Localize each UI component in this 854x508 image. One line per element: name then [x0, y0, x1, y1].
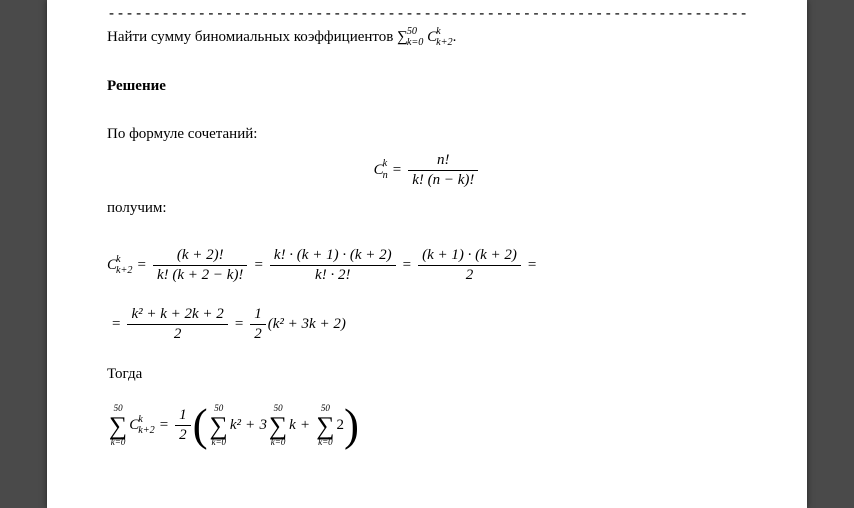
sigma-icon: 50 ∑ k=0 [269, 404, 287, 448]
get-line: получим: [107, 197, 747, 220]
task-line: Найти сумму биномиальных коэффициентов ∑… [107, 26, 747, 49]
then-line: Тогда [107, 363, 747, 386]
task-text: Найти сумму биномиальных коэффициентов [107, 29, 397, 45]
expansion-row1: Ckk+2 = (k + 2)! k! (k + 2 − k)! = k! · … [107, 247, 747, 284]
divider-line: ----------------------------------------… [107, 4, 747, 22]
document-page: ----------------------------------------… [47, 0, 807, 508]
task-math: ∑50k=0 Ckk+2 [397, 29, 452, 45]
sigma-icon: 50 ∑ k=0 [210, 404, 228, 448]
sigma-icon: 50 ∑ k=0 [316, 404, 334, 448]
task-suffix: . [453, 29, 457, 45]
final-sum-row: 50 ∑ k=0 Ckk+2 = 1 2 ( 50 ∑ k=0 k² + [107, 404, 747, 448]
expansion-row2: = k² + k + 2k + 2 2 = 1 2 (k² + 3k + 2) [107, 306, 747, 343]
sigma-icon: 50 ∑ k=0 [109, 404, 127, 448]
formula-intro: По формуле сочетаний: [107, 123, 747, 146]
combination-formula: Ckn = n! k! (n − k)! [107, 152, 747, 189]
solution-heading: Решение [107, 75, 747, 98]
